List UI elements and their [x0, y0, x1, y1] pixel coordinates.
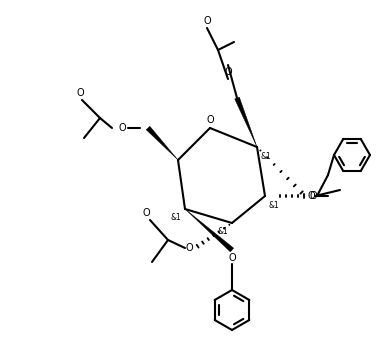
Text: O: O: [224, 67, 232, 77]
Text: &1: &1: [269, 201, 279, 210]
Text: O: O: [203, 16, 211, 26]
Text: &1: &1: [171, 212, 181, 221]
Text: O: O: [76, 88, 84, 98]
Text: O: O: [142, 208, 150, 218]
Text: O: O: [206, 115, 214, 125]
Polygon shape: [146, 126, 178, 160]
Polygon shape: [235, 97, 257, 147]
Text: O: O: [307, 191, 315, 201]
Text: O: O: [309, 191, 317, 201]
Text: O: O: [118, 123, 126, 133]
Text: O: O: [185, 243, 193, 253]
Text: &1: &1: [218, 228, 229, 237]
Text: &1: &1: [261, 152, 271, 161]
Polygon shape: [185, 209, 234, 252]
Text: O: O: [228, 253, 236, 263]
